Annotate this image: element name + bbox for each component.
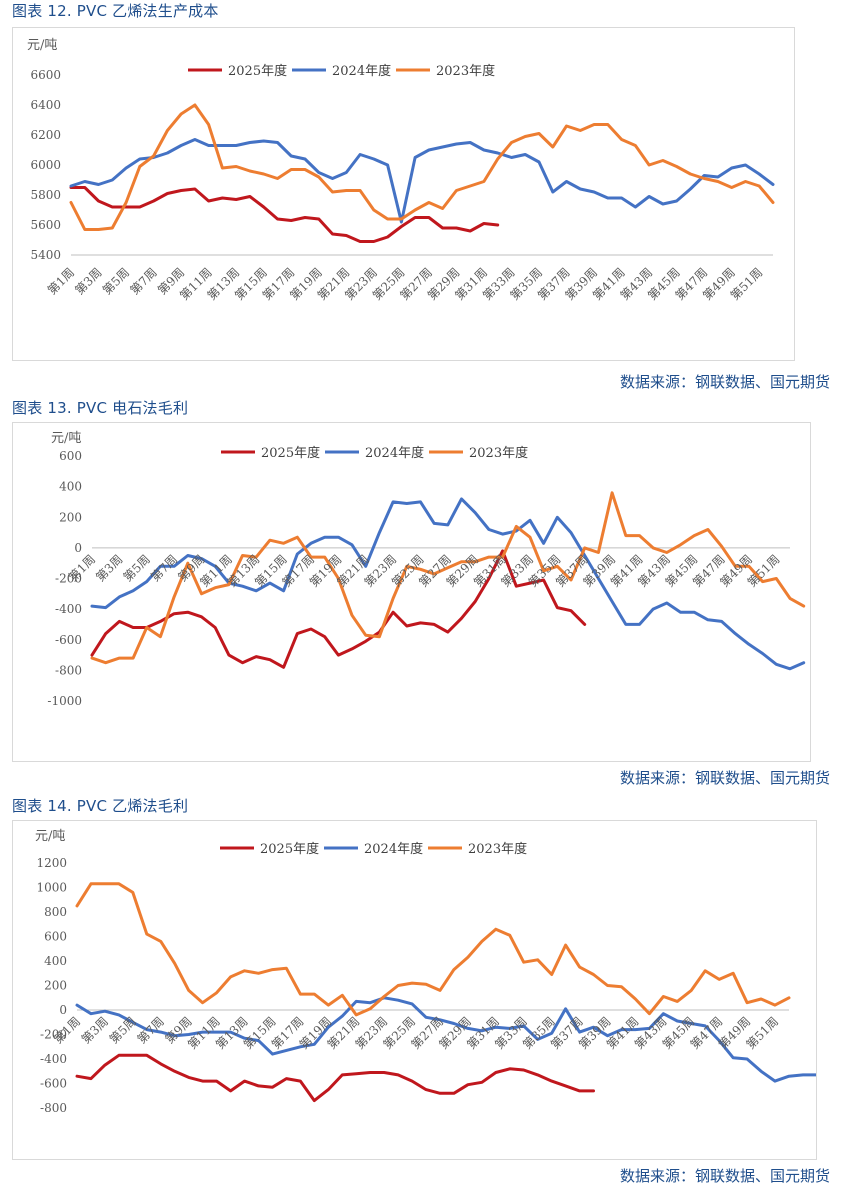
chart-panel-13: 元/吨 -1000 -800 -600 -400 -200 0 200 400 600 第1周 第3周… <box>12 422 811 762</box>
chart-panel-12: 元/吨 5400 5600 5800 6000 6200 6400 6600 第1周 第3周 第5周… <box>12 27 795 361</box>
y-tick-label: 6200 <box>30 128 61 142</box>
x-tick-label: 第5周 <box>107 1014 139 1046</box>
legend-label: 2024年度 <box>364 841 423 857</box>
legend-label: 2025年度 <box>228 63 287 79</box>
series-line-2023年度 <box>69 103 775 231</box>
carbide-margin-chart: 元/吨-1000-800-600-400-2000200400600第1周第3周… <box>47 431 806 708</box>
series-line-2024年度 <box>69 138 775 224</box>
ethylene-cost-chart: 元/吨 5400 5600 5800 6000 6200 6400 6600 第1周第3周第5周… <box>27 38 775 303</box>
x-tick-label: 第3周 <box>72 265 104 297</box>
x-tick-label: 第51周 <box>743 1014 781 1052</box>
legend-label: 2023年度 <box>436 63 495 79</box>
chart-panel-14: 元/吨 -800 -600 -400 -200 0 200 400 600 800 1000 1200… <box>12 820 819 1160</box>
y-tick-label: 0 <box>59 1003 67 1017</box>
y-tick-label: 6000 <box>30 158 61 172</box>
y-tick-label: 5600 <box>30 218 61 232</box>
y-tick-label: -600 <box>55 633 82 647</box>
y-tick-label: -1000 <box>47 694 82 708</box>
x-tick-label: 第5周 <box>100 265 132 297</box>
y-tick-label: -800 <box>40 1101 67 1115</box>
y-tick-label: 200 <box>59 510 82 524</box>
y-tick-label: 600 <box>59 449 82 463</box>
series-line-2023年度 <box>75 882 791 1017</box>
y-tick-label: 5400 <box>30 248 61 262</box>
legend-label: 2025年度 <box>261 445 320 461</box>
series-line-2025年度 <box>69 186 500 243</box>
data-source-13: 数据来源：钢联数据、国元期货 <box>619 769 830 787</box>
y-tick-label: 6600 <box>30 68 61 82</box>
y-tick-label: 400 <box>44 954 67 968</box>
legend-label: 2023年度 <box>469 445 528 461</box>
y-tick-label: 600 <box>44 930 67 944</box>
data-source-12: 数据来源：钢联数据、国元期货 <box>619 373 830 391</box>
legend-label: 2024年度 <box>332 63 391 79</box>
x-tick-label: 第3周 <box>79 1014 111 1046</box>
y-tick-label: -600 <box>40 1077 67 1091</box>
chart-title-12: 图表 12. PVC 乙烯法生产成本 <box>12 2 219 20</box>
series-line-2025年度 <box>90 549 587 669</box>
x-tick-label: 第7周 <box>127 265 159 297</box>
series-line-2023年度 <box>90 491 806 665</box>
y-tick-label: -800 <box>55 663 82 677</box>
y-tick-label: -400 <box>40 1052 67 1066</box>
y-axis-unit-label: 元/吨 <box>51 431 81 446</box>
series-line-2024年度 <box>90 497 806 671</box>
x-tick-label: 第1周 <box>45 265 77 297</box>
x-tick-label: 第7周 <box>148 552 180 584</box>
x-tick-label: 第3周 <box>93 552 125 584</box>
chart-title-13: 图表 13. PVC 电石法毛利 <box>12 399 189 417</box>
legend-label: 2024年度 <box>365 445 424 461</box>
y-tick-label: 1000 <box>36 881 67 895</box>
y-tick-label: 0 <box>74 541 82 555</box>
x-tick-label: 第7周 <box>135 1014 167 1046</box>
y-tick-label: -200 <box>55 572 82 586</box>
y-tick-label: -200 <box>40 1028 67 1042</box>
y-tick-label: 800 <box>44 905 67 919</box>
y-tick-label: -400 <box>55 602 82 616</box>
y-tick-label: 5800 <box>30 188 61 202</box>
y-tick-label: 6400 <box>30 98 61 112</box>
y-tick-label: 400 <box>59 480 82 494</box>
y-axis-unit-label: 元/吨 <box>35 829 65 844</box>
y-tick-label: 1200 <box>36 856 67 870</box>
chart-title-14: 图表 14. PVC 乙烯法毛利 <box>12 797 189 815</box>
series-line-2025年度 <box>75 1053 595 1103</box>
legend-label: 2025年度 <box>260 841 319 857</box>
y-tick-label: 200 <box>44 979 67 993</box>
ethylene-margin-chart: 元/吨 -800 -600 -400 -200 0 200 400 600 800 1000 1200… <box>35 829 819 1115</box>
y-axis-unit-label: 元/吨 <box>27 38 57 53</box>
series-line-2024年度 <box>75 996 819 1083</box>
data-source-14: 数据来源：钢联数据、国元期货 <box>619 1167 830 1185</box>
legend-label: 2023年度 <box>468 841 527 857</box>
